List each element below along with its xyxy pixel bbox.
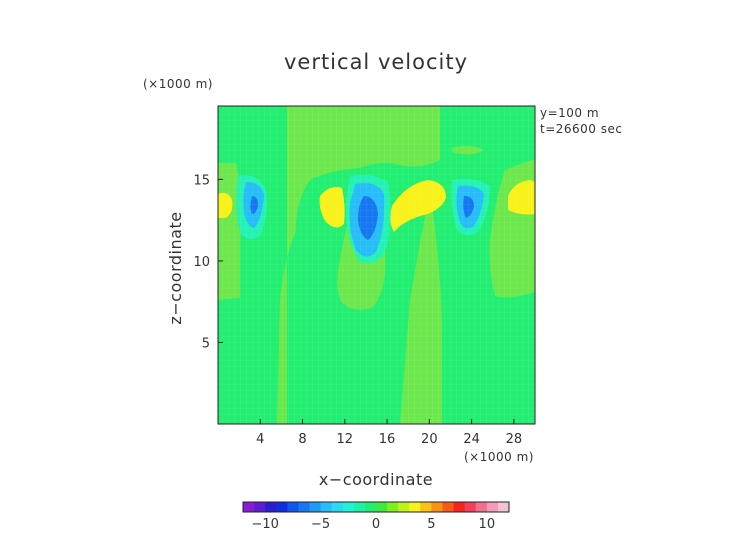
colorbar-swatch [376, 502, 388, 512]
x-tick-label: 28 [506, 432, 523, 447]
x-tick-label: 16 [379, 432, 396, 447]
x-tick-label: 12 [337, 432, 354, 447]
colorbar-swatch [287, 502, 299, 512]
colorbar-swatch [453, 502, 465, 512]
colorbar-swatch [409, 502, 421, 512]
y-tick-label: 5 [202, 336, 210, 351]
x-tick-label: 24 [463, 432, 480, 447]
y-unit-label: (×1000 m) [143, 77, 213, 91]
x-axis-label: x−coordinate [319, 470, 433, 489]
colorbar-tick-label: 5 [427, 517, 435, 532]
colorbar-swatch [265, 502, 277, 512]
colorbar-swatch [387, 502, 399, 512]
y-axis-ticks: 5 10 15 [193, 173, 223, 351]
colorbar-swatch [309, 502, 321, 512]
colorbar-tick-label: 10 [479, 517, 496, 532]
colorbar-swatch [320, 502, 332, 512]
colorbar-swatch [431, 502, 443, 512]
colorbar-swatch [254, 502, 266, 512]
colorbar-swatch [398, 502, 410, 512]
x-axis-ticks: 4 8 12 16 20 24 28 [256, 419, 522, 447]
x-tick-label: 8 [298, 432, 306, 447]
colorbar-swatch [486, 502, 499, 512]
colorbar-swatch [298, 502, 310, 512]
colorbar-swatch [475, 502, 488, 512]
colorbar-swatch [353, 502, 366, 512]
x-unit-label: (×1000 m) [464, 450, 534, 464]
chart-title: vertical velocity [284, 50, 468, 74]
colorbar-swatch [331, 502, 344, 512]
colorbar-frame [242, 501, 510, 513]
colorbar-swatch [420, 502, 432, 512]
colorbar-swatch [243, 502, 255, 512]
colorbar-swatch [342, 502, 355, 512]
plot-area [218, 106, 535, 424]
colorbar-tick-label: −5 [311, 517, 330, 532]
colorbar-swatch [497, 502, 510, 512]
colorbar-tick-label: −10 [251, 517, 278, 532]
colorbar-swatch [364, 502, 377, 512]
colorbar-ticks: −10 −5 0 5 10 [251, 517, 495, 532]
colorbar-swatch [464, 502, 477, 512]
y-tick-label: 10 [193, 255, 210, 270]
y-axis-label: z−coordinate [166, 211, 185, 324]
colorbar-tick-label: 0 [372, 517, 380, 532]
plot-frame [217, 105, 536, 425]
colorbar [242, 501, 510, 513]
y-tick-label: 15 [193, 173, 210, 188]
colorbar-swatch [442, 502, 454, 512]
x-tick-label: 20 [421, 432, 438, 447]
annotation-y: y=100 m [540, 106, 599, 120]
colorbar-swatch [276, 502, 288, 512]
x-tick-label: 4 [256, 432, 264, 447]
annotation-time: t=26600 sec [540, 122, 622, 136]
